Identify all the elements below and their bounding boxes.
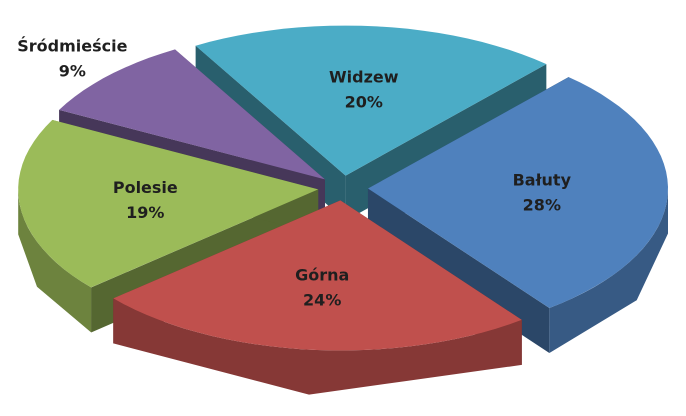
slice-label: Bałuty xyxy=(513,171,572,190)
slice xyxy=(367,77,668,308)
slice-label: Górna xyxy=(295,265,349,284)
slice-value-label: 20% xyxy=(345,93,383,112)
slice-rim xyxy=(549,188,668,353)
slice-label: Widzew xyxy=(329,68,399,87)
slice xyxy=(18,119,319,288)
slice-rim xyxy=(18,189,92,333)
slice-label: Polesie xyxy=(113,178,178,197)
slice-value-label: 28% xyxy=(523,196,561,215)
slice-value-label: 19% xyxy=(126,203,164,222)
slice-value-label: 24% xyxy=(303,290,341,309)
slice-rim xyxy=(113,298,522,395)
slice xyxy=(113,200,522,351)
slice xyxy=(59,49,325,180)
slice-value-label: 9% xyxy=(59,62,86,81)
slice-label: Śródmieście xyxy=(17,37,127,56)
slice xyxy=(195,25,547,176)
